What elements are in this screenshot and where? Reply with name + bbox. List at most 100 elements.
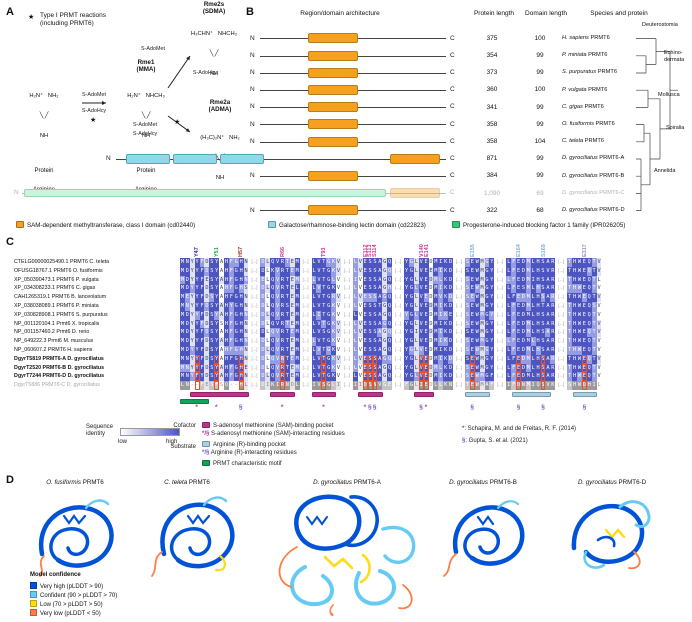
alignment-gap-marker: [...]: [251, 276, 258, 282]
residue: R: [280, 284, 285, 294]
residue: F: [228, 266, 234, 276]
residue: T: [321, 310, 327, 320]
residue: V: [275, 319, 281, 329]
clade-mollusca: Mollusca: [658, 92, 680, 98]
residue: F: [214, 381, 220, 390]
residue: V: [596, 258, 602, 267]
residue: D: [448, 293, 453, 302]
residue: S: [540, 372, 546, 382]
residue: D: [520, 275, 526, 285]
arrow-adma: [167, 115, 191, 133]
residue: F: [228, 284, 234, 294]
residue: G: [382, 372, 388, 382]
residue: M: [180, 284, 185, 294]
residue: F: [199, 258, 205, 267]
residue: N: [184, 258, 190, 267]
residue: E: [423, 363, 429, 373]
residue: T: [321, 319, 327, 329]
residue: S: [209, 372, 215, 382]
residue: M: [525, 275, 531, 285]
residue: I: [275, 381, 281, 390]
residue: M: [479, 328, 485, 338]
residue: G: [408, 275, 414, 285]
residue: I: [265, 381, 271, 390]
residue: Y: [404, 328, 409, 338]
alignment-row: DgyrT5819 PRMT6-A D. gyrociliatus M N Y Y F D S…: [14, 354, 602, 364]
alignment-gap-marker: [...]: [302, 382, 309, 388]
interacting-residue-symbol: §: [582, 404, 587, 411]
residue: A: [377, 372, 383, 382]
residue: K: [443, 363, 449, 373]
residue: H: [238, 266, 244, 276]
c-terminus-label: C: [450, 206, 455, 214]
low-swatch: [30, 600, 37, 607]
alignment-gap-marker: [...]: [497, 320, 504, 326]
residue: S: [540, 354, 546, 364]
protein-length-value: 354: [486, 51, 498, 59]
residue: F: [228, 337, 234, 346]
alignment-gap-marker: [...]: [251, 302, 258, 308]
residue: A: [545, 284, 551, 294]
residue: V: [275, 301, 281, 311]
residue: S: [464, 354, 470, 364]
residue: -: [233, 381, 239, 390]
residue: E: [469, 319, 475, 329]
residue: G: [484, 275, 490, 285]
residue: D: [448, 258, 453, 267]
residue: V: [275, 275, 281, 285]
residue: H: [224, 337, 229, 346]
alignment-gap-marker: [...]: [558, 259, 565, 264]
alignment-gap-marker: [...]: [302, 346, 309, 352]
residue: S: [464, 275, 470, 285]
residue: D: [184, 275, 190, 285]
residue: A: [219, 345, 225, 355]
architecture-row: N C 373 99 S. purpuratus PRMT6: [14, 64, 648, 81]
residue: K: [331, 301, 337, 311]
residue: K: [443, 266, 449, 276]
alignment-gap-marker: [...]: [251, 285, 258, 291]
type1-star-icon: ★: [28, 14, 35, 21]
residue: L: [438, 275, 444, 285]
residue: R: [550, 284, 556, 294]
protein-length-value: 322: [486, 206, 498, 214]
residue: E: [423, 258, 429, 267]
residue: M: [294, 310, 300, 320]
residue: I: [438, 372, 444, 382]
residue: Q: [270, 328, 276, 338]
legend-lectin-domain: Galactose/rhamnose-binding lectin domain…: [268, 221, 426, 230]
residue: F: [228, 258, 234, 267]
residue: Y: [489, 284, 495, 294]
sequence-name: DgyrT5819 PRMT6-A D. gyrociliatus: [14, 355, 104, 362]
residue: Y: [189, 258, 195, 267]
residue: T: [284, 319, 290, 329]
alignment-gap-marker: [...]: [302, 311, 309, 317]
residue: G: [484, 301, 490, 311]
residue: H: [535, 310, 541, 320]
residue: L: [530, 293, 536, 302]
residue: A: [219, 301, 225, 311]
residue: Y: [194, 363, 200, 373]
residue: F: [199, 345, 205, 355]
residue: L: [311, 284, 317, 294]
residue: R: [550, 354, 556, 364]
residue: G: [233, 310, 239, 320]
c-terminus-label: C: [450, 51, 455, 59]
panel-b-label: B: [246, 6, 254, 18]
residue: G: [408, 319, 414, 329]
residue: Q: [270, 284, 276, 294]
residue: G: [484, 284, 490, 294]
residue: R: [280, 372, 285, 382]
protein-length-value: 384: [486, 172, 498, 180]
residue: H: [572, 284, 577, 294]
alignment-gap-marker: [...]: [497, 302, 504, 308]
alignment-gap-marker: [...]: [395, 364, 401, 370]
residue: T: [321, 258, 327, 267]
residue: T: [567, 363, 573, 373]
residue: Y: [214, 293, 220, 302]
annotation-bar-motif: [180, 399, 210, 404]
residue: K: [331, 310, 337, 320]
residue: L: [596, 381, 602, 390]
residue: V: [357, 354, 363, 364]
residue: H: [224, 372, 229, 382]
residue: S: [367, 258, 373, 267]
